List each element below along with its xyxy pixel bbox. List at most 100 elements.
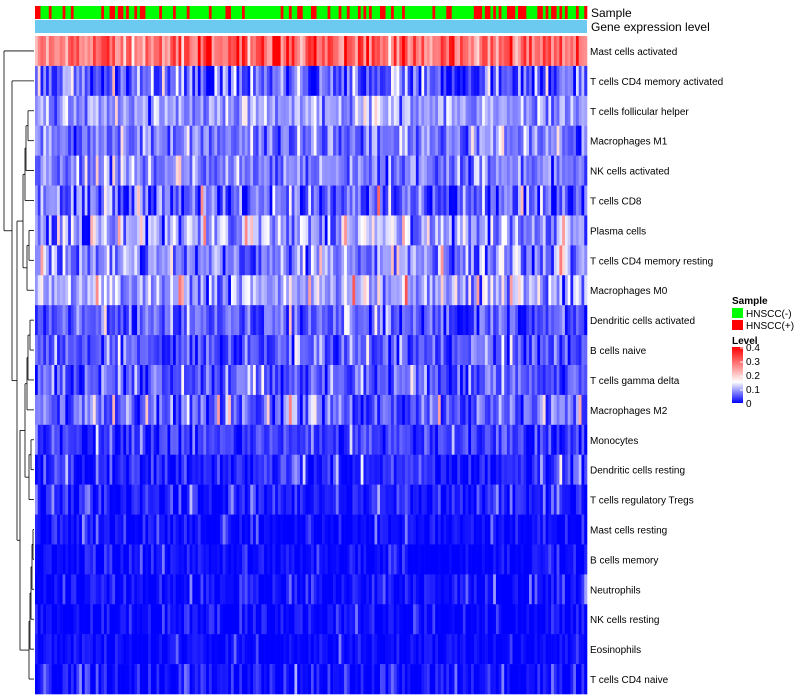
heatmap-cell [117, 634, 121, 665]
heatmap-cell [230, 634, 235, 665]
heatmap-cell [173, 604, 177, 635]
heatmap-cell [451, 424, 455, 456]
heatmap-cell [324, 634, 328, 665]
heatmap-cell [117, 454, 121, 485]
heatmap-cell [344, 454, 348, 485]
heatmap-cell [449, 215, 453, 246]
heatmap-cell [506, 95, 511, 127]
heatmap-cell [437, 65, 442, 97]
heatmap-cell [553, 424, 557, 456]
sample-cell [542, 6, 546, 19]
heatmap-cell [529, 65, 533, 97]
heatmap-cell [407, 634, 411, 665]
heatmap-cell [520, 36, 524, 67]
heatmap-cell [435, 185, 439, 216]
heatmap-cell [206, 604, 210, 635]
heatmap-cell [291, 394, 295, 426]
heatmap-cell [449, 365, 453, 396]
heatmap-cell [302, 245, 306, 276]
heatmap-cell [206, 454, 210, 485]
heatmap-cell [333, 65, 337, 97]
heatmap-cell [526, 394, 530, 426]
heatmap-cell [363, 335, 367, 366]
heatmap-cell [84, 454, 88, 485]
heatmap-cell [214, 604, 218, 635]
heatmap-cell [40, 155, 44, 186]
heatmap-cell [109, 365, 113, 396]
heatmap-cell [573, 604, 577, 635]
heatmap-cell [471, 125, 475, 156]
heatmap-cell [101, 36, 105, 67]
heatmap-cell [150, 634, 154, 665]
heatmap-cell [98, 454, 102, 485]
heatmap-cell [449, 664, 453, 695]
heatmap-cell [40, 574, 44, 605]
heatmap-cell [286, 125, 290, 156]
heatmap-cell [476, 544, 480, 575]
heatmap-cell [106, 125, 110, 156]
heatmap-cell [236, 604, 240, 635]
heatmap-cell [280, 36, 284, 67]
heatmap-cell [437, 335, 442, 366]
heatmap-cell [327, 245, 331, 276]
heatmap-cell [112, 664, 116, 695]
heatmap-cell [562, 36, 566, 67]
heatmap-cell [338, 305, 342, 336]
heatmap-cell [341, 125, 345, 156]
heatmap-cell [567, 394, 571, 426]
heatmap-cell [327, 634, 331, 665]
heatmap-cell [471, 95, 475, 127]
heatmap-cell [371, 634, 375, 665]
heatmap-cell [90, 394, 94, 426]
heatmap-cell [225, 424, 229, 456]
heatmap-cell [437, 514, 442, 545]
heatmap-cell [70, 574, 74, 605]
heatmap-cell [258, 514, 262, 545]
heatmap-cell [487, 245, 491, 276]
heatmap-cell [570, 514, 574, 545]
heatmap-cell [479, 275, 483, 306]
heatmap-cell [360, 125, 364, 156]
heatmap-cell [449, 125, 453, 156]
heatmap-cell [87, 305, 91, 336]
heatmap-cell [233, 394, 237, 426]
heatmap-cell [553, 544, 557, 575]
heatmap-cell [484, 95, 488, 127]
heatmap-cell [578, 275, 582, 306]
heatmap-cell [308, 95, 312, 127]
heatmap-cell [553, 394, 557, 426]
heatmap-cell [164, 634, 168, 665]
heatmap-cell [523, 574, 527, 605]
heatmap-cell [462, 454, 466, 485]
heatmap-cell [468, 454, 472, 485]
heatmap-cell [311, 65, 315, 97]
heatmap-cell [73, 65, 77, 97]
heatmap-cell [424, 544, 428, 575]
heatmap-cell [170, 275, 174, 306]
heatmap-cell [377, 604, 381, 635]
heatmap-cell [473, 365, 477, 396]
heatmap-cell [374, 125, 378, 156]
heatmap-cell [65, 125, 69, 156]
heatmap-cell [484, 664, 488, 695]
heatmap-cell [211, 36, 215, 67]
heatmap-cell [305, 574, 309, 605]
heatmap-cell [542, 484, 546, 515]
heatmap-cell [236, 305, 240, 336]
heatmap-cell [65, 245, 69, 276]
heatmap-cell [200, 335, 204, 366]
heatmap-cell [167, 305, 171, 336]
heatmap-cell [506, 574, 511, 605]
heatmap-cell [264, 155, 268, 186]
heatmap-cell [43, 544, 47, 575]
heatmap-cell [366, 36, 370, 67]
heatmap-cell [322, 185, 326, 216]
heatmap-cell [346, 335, 350, 366]
heatmap-cell [255, 424, 259, 456]
heatmap-cell [542, 604, 546, 635]
heatmap-cell [189, 155, 193, 186]
heatmap-cell [415, 65, 419, 97]
heatmap-cell [87, 245, 91, 276]
heatmap-cell [324, 95, 328, 127]
heatmap-cell [186, 245, 190, 276]
